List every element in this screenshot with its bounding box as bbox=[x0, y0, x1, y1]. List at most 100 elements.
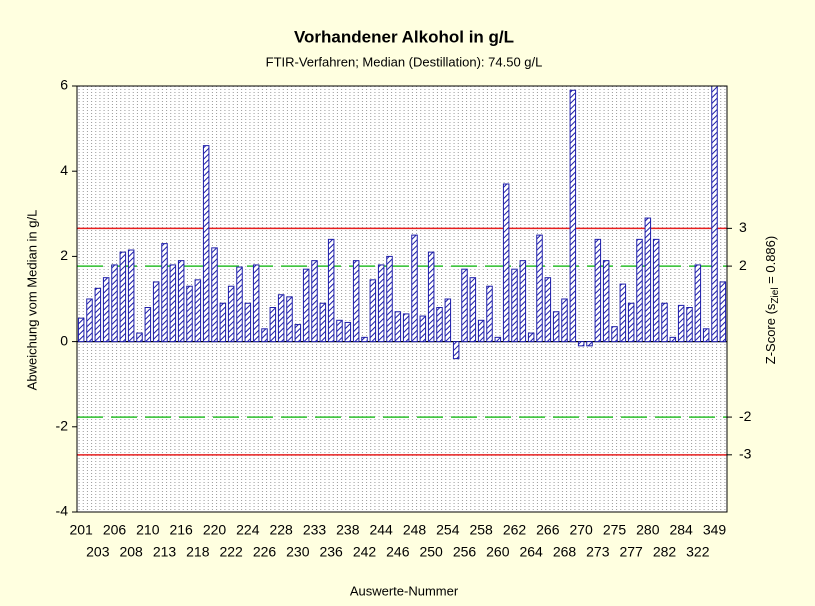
y-tick-label: 6 bbox=[60, 77, 68, 93]
bar bbox=[611, 326, 618, 343]
x-tick-label: 256 bbox=[453, 544, 477, 560]
y-tick-label: 2 bbox=[60, 247, 68, 263]
bar bbox=[219, 302, 227, 343]
bar bbox=[336, 319, 343, 343]
bar bbox=[619, 283, 627, 343]
x-tick-label: 262 bbox=[503, 522, 527, 538]
x-tick-label: 248 bbox=[403, 522, 427, 538]
y2-title-suffix: = 0.886) bbox=[763, 236, 778, 288]
bar bbox=[586, 341, 593, 347]
y-tick-label: -4 bbox=[56, 503, 69, 519]
bar bbox=[702, 328, 710, 343]
x-tick-label: 226 bbox=[253, 544, 277, 560]
x-tick-label: 201 bbox=[69, 522, 93, 538]
x-tick-label: 270 bbox=[569, 522, 593, 538]
bar bbox=[544, 277, 552, 343]
x-tick-label: 277 bbox=[619, 544, 643, 560]
bar bbox=[244, 302, 252, 343]
bar bbox=[94, 287, 102, 343]
bar bbox=[286, 296, 293, 343]
bar bbox=[152, 281, 160, 343]
x-tick-label: 242 bbox=[353, 544, 377, 560]
x-tick-label: 284 bbox=[669, 522, 693, 538]
bar bbox=[402, 313, 410, 343]
bar bbox=[686, 307, 693, 343]
bar bbox=[177, 260, 185, 343]
x-tick-label: 233 bbox=[303, 522, 327, 538]
x-tick-label: 244 bbox=[369, 522, 393, 538]
y-tick-label: -2 bbox=[56, 418, 69, 434]
plot-area bbox=[77, 86, 727, 512]
bar bbox=[511, 268, 518, 343]
bar bbox=[527, 332, 535, 343]
bar bbox=[311, 260, 318, 343]
bar bbox=[119, 251, 127, 343]
bar bbox=[494, 336, 502, 343]
bar bbox=[352, 260, 360, 343]
bar bbox=[377, 264, 385, 343]
bar bbox=[186, 285, 193, 343]
bar bbox=[361, 336, 368, 343]
bar bbox=[86, 298, 93, 343]
bar bbox=[269, 307, 277, 343]
x-tick-label: 250 bbox=[419, 544, 443, 560]
x-tick-label: 238 bbox=[336, 522, 360, 538]
x-tick-label: 280 bbox=[636, 522, 660, 538]
bar bbox=[144, 307, 152, 343]
bar bbox=[327, 238, 335, 343]
x-tick-label: 222 bbox=[219, 544, 243, 560]
bar bbox=[444, 298, 452, 343]
bar bbox=[277, 294, 285, 343]
y-tick-label: 4 bbox=[60, 162, 68, 178]
bar bbox=[627, 302, 635, 343]
bar bbox=[344, 321, 352, 343]
bar bbox=[594, 238, 602, 343]
y2-title-subscript: Ziel bbox=[770, 287, 781, 303]
bar bbox=[719, 281, 727, 343]
bar bbox=[294, 324, 302, 343]
bar bbox=[386, 255, 393, 343]
bar bbox=[427, 251, 435, 343]
y2-axis-title: Z-Score (sZiel = 0.886) bbox=[763, 236, 780, 364]
bar bbox=[136, 332, 143, 343]
bar bbox=[252, 264, 260, 343]
x-tick-label: 208 bbox=[119, 544, 143, 560]
bar bbox=[211, 247, 218, 343]
bar bbox=[561, 298, 568, 343]
x-axis-title: Auswerte-Nummer bbox=[350, 583, 459, 598]
y2-tick-label: -3 bbox=[739, 446, 752, 462]
y2-tick-label: -2 bbox=[739, 408, 752, 424]
bar bbox=[536, 234, 543, 343]
y2-tick-label: 3 bbox=[739, 219, 747, 235]
plot-frame bbox=[76, 85, 728, 513]
bar bbox=[652, 238, 660, 343]
x-tick-label: 213 bbox=[153, 544, 177, 560]
bar bbox=[577, 341, 585, 347]
y-axis-title: Abweichung vom Median in g/L bbox=[24, 210, 39, 391]
bar bbox=[636, 238, 643, 343]
bar bbox=[169, 264, 177, 343]
x-tick-label: 258 bbox=[469, 522, 493, 538]
x-tick-label: 273 bbox=[586, 544, 610, 560]
bar bbox=[302, 268, 310, 343]
chart-subtitle: FTIR-Verfahren; Median (Destillation): 7… bbox=[266, 54, 543, 69]
bar bbox=[161, 243, 168, 343]
x-tick-label: 218 bbox=[186, 544, 210, 560]
x-tick-label: 210 bbox=[136, 522, 160, 538]
bar bbox=[694, 264, 702, 343]
x-tick-label: 260 bbox=[486, 544, 510, 560]
bar bbox=[236, 266, 243, 343]
x-tick-label: 246 bbox=[386, 544, 410, 560]
bar bbox=[77, 317, 85, 343]
bar bbox=[477, 319, 485, 343]
bar bbox=[486, 285, 493, 343]
bar bbox=[452, 341, 460, 360]
bar bbox=[411, 234, 418, 343]
x-tick-label: 220 bbox=[203, 522, 227, 538]
x-tick-label: 275 bbox=[603, 522, 627, 538]
x-tick-label: 236 bbox=[319, 544, 343, 560]
bar bbox=[369, 279, 377, 343]
bar bbox=[519, 260, 527, 343]
